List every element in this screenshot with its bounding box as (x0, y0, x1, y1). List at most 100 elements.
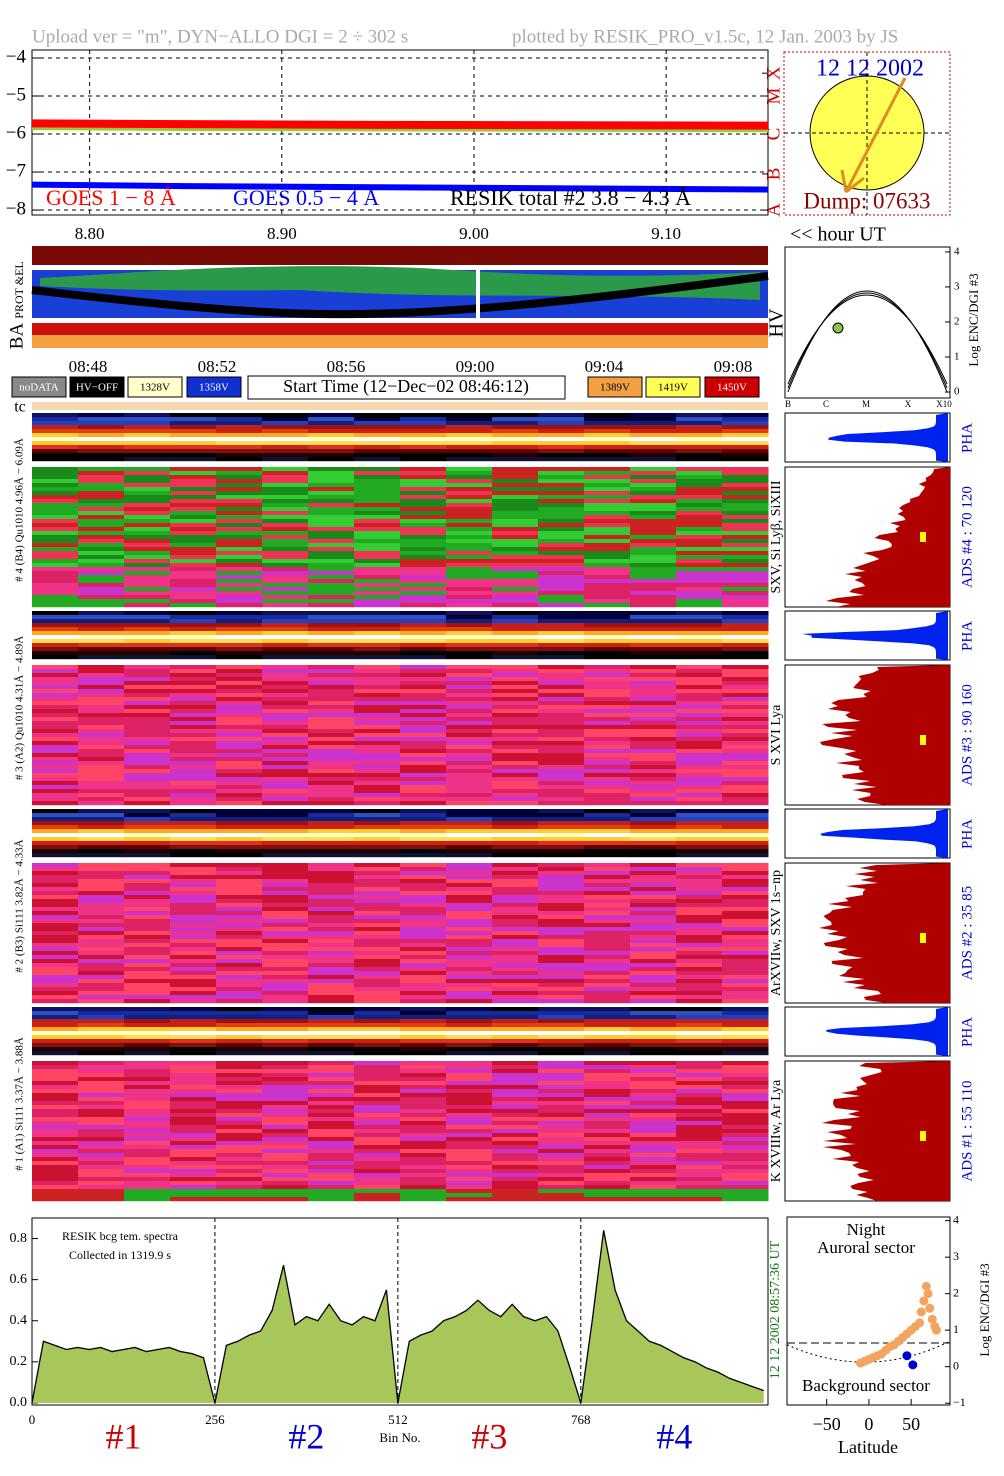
ads-cell (170, 737, 217, 742)
pha-cell (676, 655, 723, 660)
hv-legend-label: 1419V (658, 382, 688, 394)
ads-cell (538, 583, 585, 588)
ads-cell (722, 1157, 769, 1162)
ads-cell (354, 705, 401, 710)
ads-cell (170, 591, 217, 596)
ads-cell (538, 471, 585, 476)
pha-cell (538, 1031, 585, 1036)
ads-cell (124, 1149, 171, 1154)
pha-cell (492, 1023, 539, 1028)
ads-cell (584, 1193, 631, 1198)
pha-cell (400, 445, 447, 450)
ads-cell (262, 773, 309, 778)
ads-cell (262, 709, 309, 714)
ads-cell (492, 769, 539, 774)
ads-cell (78, 717, 125, 722)
ads-cell (492, 947, 539, 952)
ads-cell (32, 769, 79, 774)
ads-cell (676, 523, 723, 528)
pha-cell (78, 631, 125, 636)
ads-cell (630, 575, 677, 580)
pha-cell (32, 837, 79, 842)
ads-cell (722, 923, 769, 928)
ads-cell (124, 863, 171, 868)
ads-cell (538, 1145, 585, 1150)
ads-cell (400, 713, 447, 718)
ads-cell (446, 931, 493, 936)
ads-cell (584, 685, 631, 690)
ads-cell (538, 943, 585, 948)
ads-cell (308, 911, 355, 916)
ads-cell (538, 1089, 585, 1094)
ads-cell (722, 1089, 769, 1094)
ads-cell (308, 507, 355, 512)
ads-cell (584, 539, 631, 544)
pha-cell (308, 809, 355, 814)
ads-cell (308, 879, 355, 884)
ads-cell (538, 935, 585, 940)
ads-cell (170, 1113, 217, 1118)
pha-cell (124, 615, 171, 620)
pha-cell (538, 1039, 585, 1044)
pha-cell (32, 853, 79, 858)
pha-cell (400, 1035, 447, 1040)
pha-cell (216, 615, 263, 620)
pha-cell (262, 627, 309, 632)
ads-cell (630, 879, 677, 884)
ads-cell (216, 1121, 263, 1126)
tc-label: tc (14, 399, 26, 416)
ads-cell (400, 777, 447, 782)
ads-cell (400, 867, 447, 872)
ads-cell (124, 879, 171, 884)
ads-cell (170, 741, 217, 746)
ads-cell (262, 1109, 309, 1114)
ads-cell (400, 681, 447, 686)
ads-cell (170, 603, 217, 608)
pha-cell (124, 631, 171, 636)
pha-cell (262, 1019, 309, 1024)
ads-cell (400, 927, 447, 932)
pha-cell (492, 1007, 539, 1012)
ads-cell (446, 789, 493, 794)
pha-cell (492, 441, 539, 446)
ads-cell (446, 1177, 493, 1182)
pha-cell (446, 437, 493, 442)
pha-cell (492, 611, 539, 616)
pha-cell (354, 813, 401, 818)
ads-cell (400, 947, 447, 952)
y-tick-label: 4 (953, 1212, 959, 1226)
ads-cell (308, 587, 355, 592)
ads-cell (492, 1185, 539, 1190)
ads-cell (32, 995, 79, 1000)
ads-cell (630, 801, 677, 806)
section-label: #2 (288, 1416, 324, 1456)
ads-cell (354, 575, 401, 580)
ads-cell (630, 1125, 677, 1130)
ads-cell (676, 721, 723, 726)
pha-cell (308, 647, 355, 652)
ads-cell (400, 983, 447, 988)
ads-cell (262, 1113, 309, 1118)
ads-cell (630, 1085, 677, 1090)
pha-cell (354, 817, 401, 822)
pha-cell (400, 449, 447, 454)
ads-cell (354, 797, 401, 802)
detector-label: # 1 (A1) Si111 3.37Å − 3.88Å (14, 1037, 26, 1171)
ads-cell (78, 729, 125, 734)
pha-cell (400, 425, 447, 430)
pha-cell (78, 825, 125, 830)
ads-cell (676, 797, 723, 802)
pha-cell (584, 817, 631, 822)
pha-cell (722, 457, 769, 462)
scatter-point (923, 1289, 933, 1299)
ads-cell (538, 697, 585, 702)
pha-cell (492, 1011, 539, 1016)
ads-cell (584, 931, 631, 936)
ads-cell (170, 1129, 217, 1134)
ads-cell (630, 677, 677, 682)
pha-cell (262, 825, 309, 830)
pha-cell (400, 615, 447, 620)
pha-cell (584, 849, 631, 854)
ads-cell (78, 467, 125, 472)
ads-cell (32, 1117, 79, 1122)
